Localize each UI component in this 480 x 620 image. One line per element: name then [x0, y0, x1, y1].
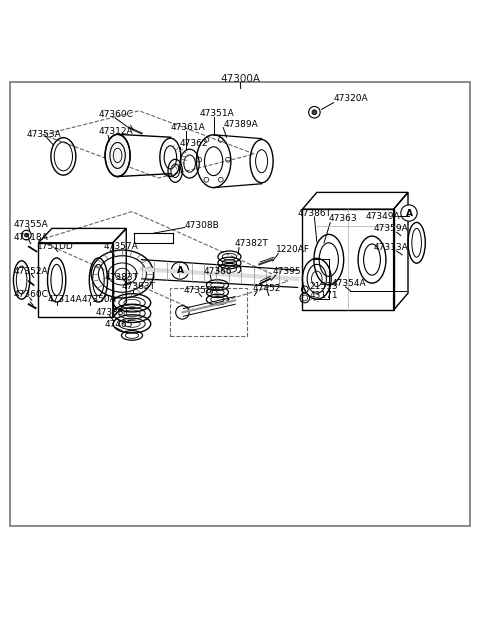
Text: 47300A: 47300A: [220, 74, 260, 84]
Text: 47383T: 47383T: [96, 308, 130, 317]
Text: 47359A: 47359A: [373, 224, 408, 233]
Text: 47352A: 47352A: [13, 267, 48, 276]
Text: 47389A: 47389A: [223, 120, 258, 129]
Text: 47358A: 47358A: [183, 286, 218, 295]
Text: 47350A: 47350A: [82, 295, 116, 304]
Text: 47353A: 47353A: [26, 130, 61, 140]
Circle shape: [24, 233, 28, 237]
Text: 47314A: 47314A: [48, 295, 83, 304]
Bar: [170, 288, 247, 337]
Text: 47313A: 47313A: [373, 243, 408, 252]
Text: 47395: 47395: [273, 267, 301, 276]
Text: 47452: 47452: [253, 284, 281, 293]
Text: 47361A: 47361A: [170, 123, 205, 132]
Text: 47318A: 47318A: [13, 232, 48, 242]
Bar: [38, 243, 113, 317]
Text: 47357A: 47357A: [103, 242, 138, 251]
Text: 47354A: 47354A: [331, 279, 366, 288]
Text: 47320A: 47320A: [334, 94, 368, 104]
Ellipse shape: [105, 135, 130, 177]
Text: 47349A: 47349A: [366, 212, 400, 221]
Text: 47382T: 47382T: [234, 239, 268, 248]
Text: 47308B: 47308B: [185, 221, 219, 231]
Text: 47383T: 47383T: [105, 273, 139, 282]
Text: 1751DD: 1751DD: [37, 242, 74, 251]
Text: 47366: 47366: [204, 267, 233, 276]
Circle shape: [312, 110, 317, 115]
Text: A: A: [406, 208, 412, 218]
Text: 21513: 21513: [310, 283, 338, 291]
Text: 1220AF: 1220AF: [276, 246, 310, 254]
Text: 47362: 47362: [180, 139, 208, 148]
Text: 47312A: 47312A: [98, 127, 133, 136]
Text: 47386T: 47386T: [298, 208, 332, 218]
Text: 47360C: 47360C: [13, 290, 48, 299]
Text: 47351A: 47351A: [199, 108, 234, 118]
Bar: [302, 209, 394, 310]
Text: 47355A: 47355A: [13, 220, 48, 229]
Text: 47465: 47465: [105, 320, 133, 329]
Text: 47363: 47363: [329, 215, 358, 223]
Text: A: A: [177, 266, 183, 275]
Circle shape: [401, 205, 417, 221]
Text: 47360C: 47360C: [98, 110, 133, 119]
Text: 47383T: 47383T: [121, 283, 156, 291]
Circle shape: [171, 262, 189, 279]
Text: 43171: 43171: [310, 291, 338, 300]
